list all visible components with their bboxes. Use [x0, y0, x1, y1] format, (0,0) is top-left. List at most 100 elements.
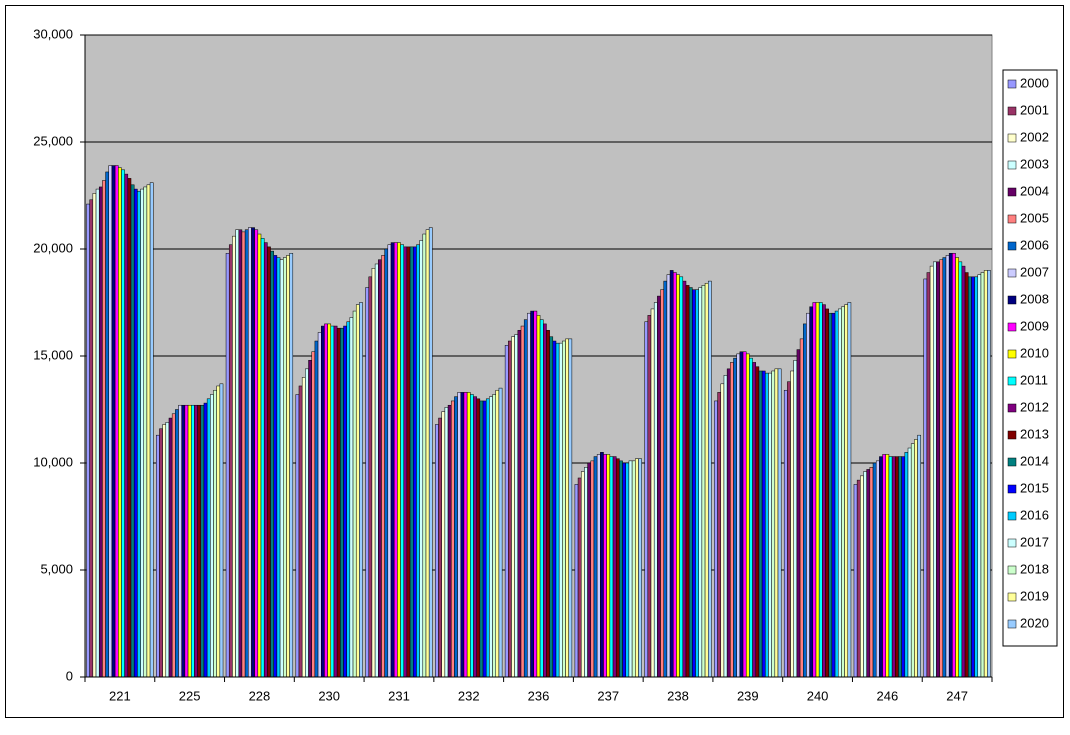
bar: [910, 443, 915, 678]
bar: [333, 325, 338, 678]
bar: [286, 255, 290, 678]
bar: [359, 302, 363, 678]
bar: [698, 287, 703, 678]
bar: [964, 272, 969, 678]
bar: [454, 396, 458, 678]
legend-label: 2004: [1020, 183, 1049, 198]
y-tick-label: 30,000: [33, 26, 73, 41]
bar: [669, 270, 674, 678]
bar: [206, 398, 211, 678]
bar: [793, 360, 798, 678]
bar: [419, 240, 424, 678]
bar: [828, 312, 833, 678]
bar: [653, 302, 658, 678]
bar: [584, 467, 588, 678]
legend-label: 2019: [1020, 588, 1049, 603]
bar: [533, 310, 538, 678]
x-tick-label: 231: [388, 688, 410, 703]
bar: [860, 475, 864, 678]
legend-swatch: [1007, 241, 1017, 251]
bar: [733, 357, 737, 678]
bar: [676, 274, 680, 678]
bar: [504, 345, 509, 678]
legend-label: 2003: [1020, 156, 1049, 171]
bar: [539, 319, 544, 678]
legend-label: 2005: [1020, 210, 1049, 225]
bar: [695, 289, 699, 678]
legend-label: 2012: [1020, 399, 1049, 414]
bar: [270, 250, 274, 678]
bar: [283, 257, 287, 678]
bar: [891, 456, 896, 678]
bar: [305, 368, 309, 678]
bar: [939, 259, 944, 678]
legend-label: 2006: [1020, 237, 1049, 252]
legend-label: 2007: [1020, 264, 1049, 279]
bar: [320, 325, 325, 678]
bar: [635, 458, 639, 678]
bar: [577, 477, 582, 678]
bar: [378, 259, 382, 678]
bar: [714, 400, 718, 678]
legend-swatch: [1007, 457, 1017, 467]
bar: [441, 411, 446, 678]
bar: [847, 302, 852, 678]
bar: [194, 404, 198, 678]
bar: [799, 338, 804, 678]
legend-swatch: [1007, 484, 1017, 494]
bar: [460, 392, 465, 678]
bar: [631, 460, 636, 678]
bar: [374, 263, 379, 678]
legend-swatch: [1007, 592, 1017, 602]
bar: [311, 351, 316, 678]
bar: [301, 377, 306, 678]
y-tick-label: 15,000: [33, 347, 73, 362]
bar: [707, 280, 712, 678]
legend-label: 2014: [1020, 453, 1049, 468]
bar: [511, 336, 515, 678]
bar: [688, 287, 693, 678]
bar: [327, 323, 332, 678]
bar: [181, 404, 186, 678]
y-tick-label: 20,000: [33, 240, 73, 255]
bar: [111, 165, 116, 678]
bar: [663, 280, 668, 678]
bar: [555, 342, 560, 678]
bar: [95, 188, 100, 678]
bar: [901, 456, 906, 678]
bar: [765, 372, 769, 678]
bar: [89, 199, 94, 678]
bar: [213, 389, 217, 678]
bar: [92, 193, 97, 678]
bar: [260, 238, 265, 678]
bar: [885, 454, 890, 678]
bar: [945, 255, 950, 678]
bar: [745, 353, 750, 678]
bar: [520, 325, 525, 678]
bar: [974, 276, 979, 678]
y-tick-label: 5,000: [40, 561, 73, 576]
legend-label: 2020: [1020, 615, 1049, 630]
bar: [590, 460, 595, 678]
bar: [352, 310, 357, 678]
bar: [276, 257, 281, 678]
legend-label: 2013: [1020, 426, 1049, 441]
bar: [841, 306, 845, 678]
bar: [872, 462, 877, 678]
bar: [983, 270, 988, 678]
bar: [168, 417, 173, 678]
bar: [200, 404, 205, 678]
bar: [279, 259, 284, 678]
bar: [961, 265, 966, 678]
bar: [933, 261, 937, 678]
bar: [948, 253, 953, 678]
bar: [565, 338, 569, 678]
bar: [232, 235, 236, 678]
bar: [267, 246, 271, 678]
bar: [470, 394, 474, 678]
bar: [879, 456, 883, 678]
legend-swatch: [1007, 322, 1017, 332]
bar: [517, 330, 522, 678]
bar: [466, 392, 471, 678]
bar: [130, 184, 135, 678]
